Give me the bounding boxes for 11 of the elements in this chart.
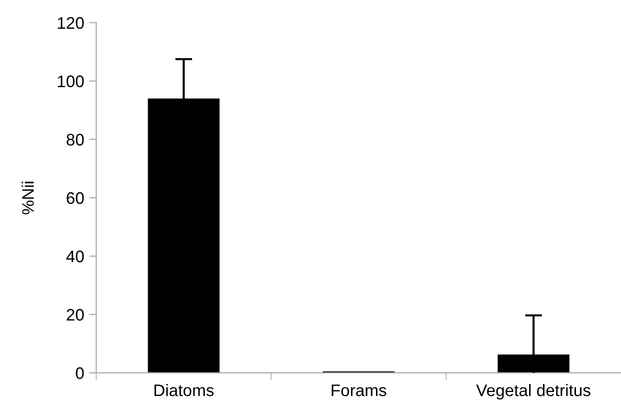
y-tick-label: 60: [66, 192, 84, 204]
y-tick-label: 100: [58, 75, 84, 88]
x-tick-label: Diatoms: [154, 384, 214, 396]
y-tick-label: 120: [58, 17, 84, 29]
y-tick-label: 40: [66, 250, 84, 262]
y-tick-label: 0: [76, 367, 84, 380]
x-tick-label: Forams: [332, 384, 386, 396]
y-tick-label: 80: [66, 134, 84, 146]
y-tick-label: 20: [66, 308, 84, 321]
y-axis-title: %Nii: [22, 182, 34, 214]
x-tick-label: Vegetal detritus: [476, 384, 590, 400]
